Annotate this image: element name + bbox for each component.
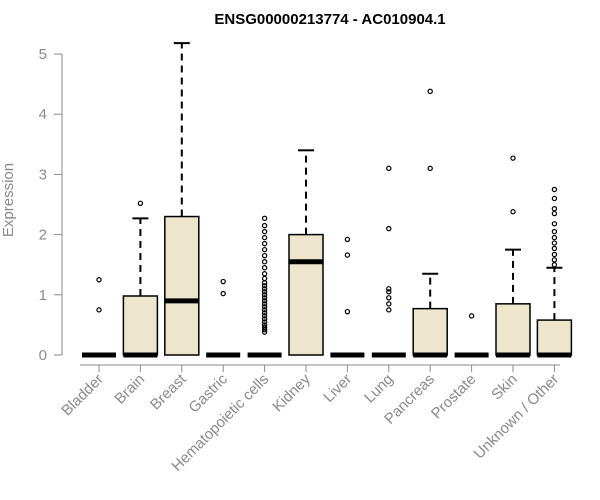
outlier-point	[551, 206, 558, 212]
box-rect	[288, 233, 324, 356]
outlier-point	[261, 271, 268, 277]
outlier-point	[551, 186, 558, 193]
x-tick-label: Liver	[320, 371, 355, 406]
x-tick-label: Prostate	[428, 371, 480, 423]
outlier-point	[386, 289, 392, 295]
outlier-point	[261, 275, 268, 282]
outlier-point	[137, 200, 144, 206]
box-7	[330, 236, 365, 358]
outlier-point	[386, 165, 392, 172]
y-tick-label: 3	[39, 166, 47, 183]
outlier-point	[261, 246, 268, 253]
outlier-point	[96, 307, 102, 313]
y-axis-ticks: 0 1 2 3 4 5	[39, 46, 62, 364]
box-rect	[412, 307, 448, 356]
outlier-point	[551, 221, 558, 227]
outlier-point	[261, 215, 268, 222]
outlier-point	[261, 316, 268, 322]
outlier-point	[96, 277, 102, 283]
outlier-point	[261, 252, 268, 259]
outlier-point	[261, 307, 268, 313]
y-tick-label: 2	[39, 227, 47, 244]
outlier-point	[261, 301, 268, 307]
outlier-point	[386, 307, 392, 313]
outlier-point	[261, 289, 268, 295]
box-series	[82, 42, 573, 358]
outlier-point	[551, 262, 558, 268]
outlier-point	[427, 88, 433, 95]
outlier-point	[551, 240, 558, 246]
x-tick-label: Breast	[147, 370, 190, 413]
outlier-point	[386, 301, 392, 307]
outlier-point	[261, 292, 268, 298]
outlier-point	[468, 313, 475, 319]
y-axis-label: Expression	[0, 163, 17, 237]
outlier-point	[261, 240, 268, 247]
y-tick-label: 5	[39, 46, 47, 63]
box-rect	[495, 303, 531, 356]
box-8	[371, 165, 406, 358]
outlier-point	[261, 304, 268, 310]
x-tick-label: Kidney	[269, 370, 314, 415]
x-tick-label: Bladder	[58, 371, 107, 420]
outlier-point	[344, 308, 351, 315]
outlier-point	[261, 322, 268, 328]
outlier-point	[261, 234, 268, 241]
box-rect	[164, 215, 200, 356]
chart-title: ENSG00000213774 - AC010904.1	[214, 11, 445, 28]
box-1	[82, 277, 116, 358]
outlier-point	[261, 310, 268, 316]
outlier-point	[551, 251, 558, 258]
x-tick-label: Skin	[488, 371, 521, 404]
outlier-point	[261, 324, 268, 331]
outlier-point	[386, 286, 392, 292]
box-5	[247, 215, 282, 358]
box-rect	[536, 319, 573, 356]
outlier-point	[510, 155, 516, 161]
outlier-point	[261, 265, 268, 271]
outlier-point	[551, 234, 558, 241]
x-tick-label: Lung	[361, 371, 397, 407]
outlier-point	[261, 228, 268, 235]
box-rect	[122, 295, 159, 356]
outlier-point	[386, 225, 392, 232]
outlier-point	[344, 252, 351, 258]
box-9	[412, 88, 448, 358]
outlier-point	[261, 298, 268, 304]
outlier-point	[261, 286, 268, 292]
box-6	[288, 149, 324, 356]
outlier-point	[220, 278, 226, 285]
outlier-point	[261, 319, 268, 325]
y-tick-label: 0	[39, 347, 47, 364]
x-tick-label: Brain	[111, 371, 148, 408]
outlier-point	[344, 236, 351, 243]
outlier-point	[261, 295, 268, 301]
box-11	[495, 155, 531, 358]
box-12	[536, 186, 573, 358]
outlier-point	[551, 245, 558, 252]
outlier-point	[551, 195, 558, 202]
outlier-point	[220, 290, 226, 297]
outlier-point	[261, 327, 268, 333]
box-10	[454, 313, 489, 358]
outlier-point	[427, 165, 433, 172]
box-4	[206, 278, 241, 358]
y-tick-label: 1	[39, 287, 47, 304]
y-tick-label: 4	[39, 106, 47, 123]
outlier-point	[551, 257, 558, 263]
outlier-point	[551, 228, 558, 235]
box-2	[122, 200, 159, 358]
outlier-point	[510, 209, 516, 215]
outlier-point	[551, 210, 558, 217]
outlier-point	[261, 258, 268, 265]
outlier-point	[261, 222, 268, 229]
box-3	[164, 42, 200, 356]
outlier-point	[386, 295, 392, 301]
outlier-point	[261, 313, 268, 319]
outlier-point	[261, 329, 268, 335]
outlier-point	[261, 283, 268, 289]
